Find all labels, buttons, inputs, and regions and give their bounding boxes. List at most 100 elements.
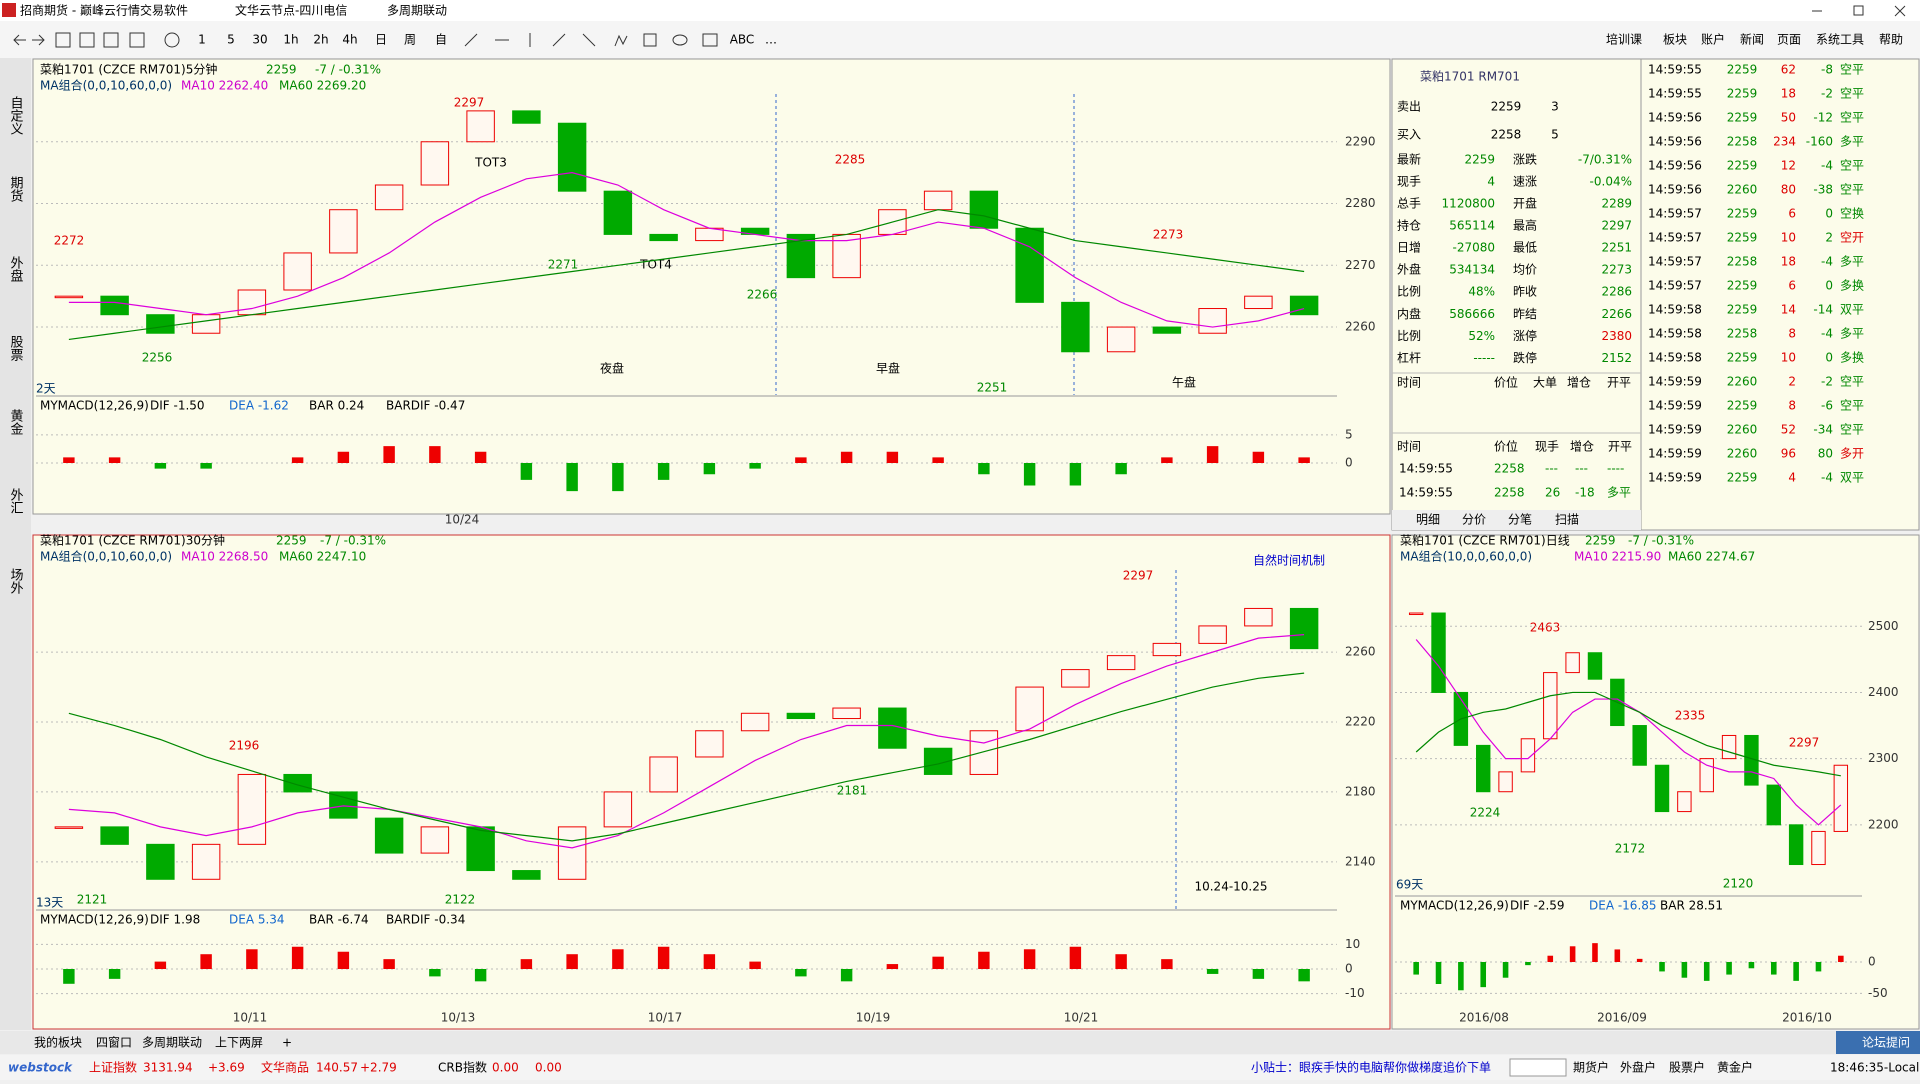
candle xyxy=(1654,764,1670,813)
page-tab[interactable]: + xyxy=(282,1036,292,1050)
trade-price: 2258 xyxy=(1727,255,1758,269)
y-tick-label: 2500 xyxy=(1868,619,1899,633)
window-tab[interactable]: 多周期联动 xyxy=(387,4,447,18)
candle xyxy=(512,110,541,124)
menu-item[interactable]: 新闻 xyxy=(1740,32,1764,47)
trade-type: 多平 xyxy=(1840,135,1864,149)
chart-header: 2259 xyxy=(1585,534,1616,548)
side-tab[interactable]: 期货 xyxy=(8,176,24,202)
candle xyxy=(1015,227,1044,303)
toolbar-button[interactable]: 周 xyxy=(404,33,416,47)
toolbar-button[interactable]: 1h xyxy=(283,33,298,47)
annotation: TOT4 xyxy=(639,258,672,272)
trade-price: 2258 xyxy=(1727,327,1758,341)
column-header: 时间 xyxy=(1397,440,1421,454)
label: 开盘 xyxy=(1513,196,1537,211)
candle xyxy=(786,712,816,720)
menu-item[interactable]: 系统工具 xyxy=(1816,33,1864,47)
menu-item[interactable]: 帮助 xyxy=(1879,33,1903,47)
annotation: 2120 xyxy=(1723,877,1754,891)
candle xyxy=(1106,655,1136,671)
quote-tabs xyxy=(1392,510,1641,530)
trade-time: 14:59:59 xyxy=(1648,447,1702,461)
toolbar-button[interactable]: 日 xyxy=(375,33,387,47)
account-button[interactable]: 外盘户 xyxy=(1620,1060,1656,1075)
menu-item[interactable]: 板块 xyxy=(1663,33,1687,47)
toolbar-button[interactable]: 5 xyxy=(227,33,235,47)
label: 3 xyxy=(1551,100,1559,114)
column-header: 价位 xyxy=(1494,375,1518,390)
menu-item[interactable]: 培训课 xyxy=(1606,32,1642,47)
y-tick-label: 2140 xyxy=(1345,854,1376,868)
ma-line xyxy=(68,209,1305,341)
x-tick-label: 10/11 xyxy=(233,1011,268,1025)
forum-button[interactable] xyxy=(1836,1031,1920,1054)
label: 跌停 xyxy=(1513,350,1537,365)
account-button[interactable]: 黄金户 xyxy=(1717,1060,1753,1075)
quote-value: 586666 xyxy=(1449,307,1495,321)
toolbar-button[interactable]: 自 xyxy=(435,33,447,47)
macd-label: BARDIF -0.47 xyxy=(386,399,465,413)
ma-label: MA10 2262.40 xyxy=(181,79,268,93)
tick-cell: 多平 xyxy=(1607,486,1631,500)
column-header: 现手 xyxy=(1535,440,1559,454)
side-tab[interactable]: 外盘 xyxy=(8,256,24,282)
annotation: 2266 xyxy=(747,288,778,302)
ma-label: MA10 2268.50 xyxy=(181,550,268,564)
menu-item[interactable]: 页面 xyxy=(1777,33,1801,47)
toolbar-button[interactable]: … xyxy=(765,33,777,47)
toolbar-button[interactable]: 30 xyxy=(252,33,267,47)
column-header: 增仓 xyxy=(1570,440,1594,454)
ma-label: MA60 2274.67 xyxy=(1668,550,1755,564)
quote-tab[interactable]: 分价 xyxy=(1462,513,1486,527)
side-tab[interactable]: 股票 xyxy=(8,335,24,361)
trade-price: 2260 xyxy=(1727,375,1758,389)
quote-tab[interactable]: 分笔 xyxy=(1508,512,1532,527)
trade-price: 2259 xyxy=(1727,231,1758,245)
annotation: 自然时间机制 xyxy=(1253,553,1325,568)
order-input[interactable] xyxy=(1509,1058,1567,1077)
toolbar-button[interactable]: 4h xyxy=(342,33,357,47)
toolbar-button[interactable]: 1 xyxy=(198,33,206,47)
column-header: 大单 xyxy=(1533,376,1557,390)
y-tick-label: 2290 xyxy=(1345,134,1376,148)
page-tab[interactable]: 我的板块 xyxy=(34,1035,82,1050)
tick-cell: 14:59:55 xyxy=(1399,462,1453,476)
candle xyxy=(374,817,404,854)
forum-link[interactable]: 论坛提问 xyxy=(1862,1035,1910,1050)
trade-volume: 6 xyxy=(1788,207,1796,221)
toolbar-button[interactable]: 2h xyxy=(313,33,328,47)
toolbar-button[interactable]: ABC xyxy=(730,33,755,47)
ma-line xyxy=(68,634,1305,849)
trade-type: 多平 xyxy=(1840,255,1864,269)
menu-item[interactable]: 账户 xyxy=(1701,32,1725,47)
window-tab[interactable]: 文华云节点-四川电信 xyxy=(235,3,347,18)
trade-price: 2258 xyxy=(1727,135,1758,149)
candle xyxy=(1289,607,1319,650)
trade-price: 2259 xyxy=(1727,87,1758,101)
candle xyxy=(1677,791,1692,813)
x-tick-label: 2016/08 xyxy=(1459,1011,1509,1025)
account-button[interactable]: 期货户 xyxy=(1573,1060,1609,1075)
chart-panel xyxy=(32,58,1391,515)
tip: 小贴士：眼疾手快的电脑帮你做梯度追价下单 xyxy=(1251,1060,1491,1075)
trade-change: 0 xyxy=(1825,351,1833,365)
trade-volume: 62 xyxy=(1781,63,1796,77)
page-tab[interactable]: 四窗口 xyxy=(96,1036,132,1050)
quote-tab[interactable]: 扫描 xyxy=(1555,513,1579,527)
trade-time: 14:59:57 xyxy=(1648,279,1702,293)
trade-time: 14:59:58 xyxy=(1648,303,1702,317)
index-item: +2.79 xyxy=(360,1061,397,1075)
trade-volume: 52 xyxy=(1781,423,1796,437)
account-button[interactable]: 股票户 xyxy=(1669,1060,1705,1075)
trade-volume: 8 xyxy=(1788,327,1796,341)
tick-cell: --- xyxy=(1545,462,1558,476)
side-tab[interactable]: 外汇 xyxy=(8,488,24,514)
side-tab[interactable]: 黄金 xyxy=(8,409,24,435)
side-tab[interactable]: 场外 xyxy=(8,568,24,594)
ma-line xyxy=(1415,639,1842,826)
page-tab[interactable]: 上下两屏 xyxy=(215,1036,263,1050)
page-tab[interactable]: 多周期联动 xyxy=(142,1036,202,1050)
quote-tab[interactable]: 明细 xyxy=(1416,513,1440,527)
side-tab[interactable]: 自定义 xyxy=(8,96,24,135)
